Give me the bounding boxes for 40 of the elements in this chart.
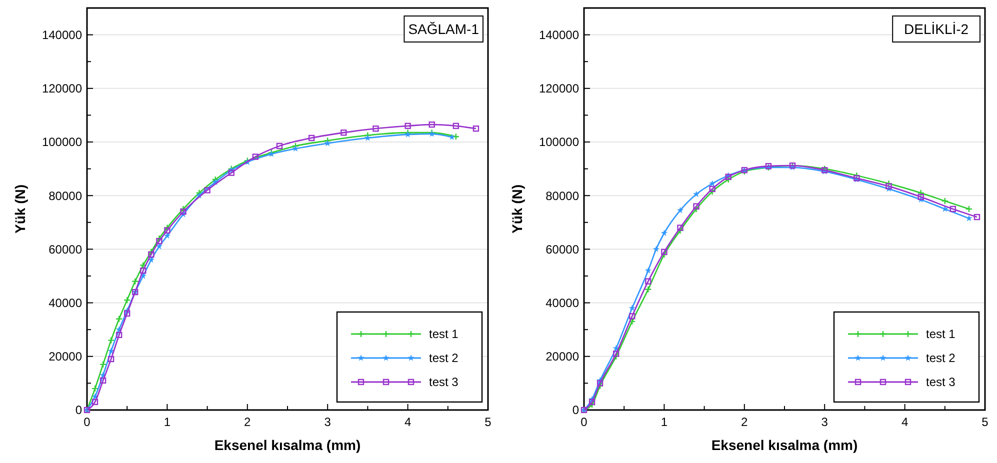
y-tick-label: 140000 [538, 28, 580, 42]
y-tick-label: 100000 [42, 135, 82, 150]
legend-label: test 1 [926, 327, 956, 342]
x-axis-title: Eksenel kısalma (mm) [711, 437, 858, 453]
legend-label: test 3 [926, 375, 956, 390]
x-tick-label: 4 [404, 415, 412, 429]
y-tick-label: 20000 [546, 350, 580, 364]
y-tick-label: 60000 [48, 242, 82, 256]
x-tick-label: 2 [244, 415, 252, 429]
x-axis-title: Eksenel kısalma (mm) [214, 437, 361, 453]
y-tick-label: 80000 [48, 188, 82, 203]
legend-label: test 1 [429, 327, 459, 342]
y-tick-label: 0 [572, 403, 580, 418]
x-tick-label: 4 [901, 415, 908, 429]
x-tick-label: 1 [660, 415, 668, 429]
y-tick-label: 80000 [546, 188, 580, 203]
y-tick-label: 40000 [48, 296, 82, 310]
x-tick-label: 0 [84, 415, 91, 429]
legend-label: test 3 [429, 375, 459, 390]
annotation: DELİKLİ-2 [904, 21, 969, 37]
y-axis-title: Yük (N) [509, 184, 525, 234]
x-tick-label: 2 [741, 415, 748, 429]
y-tick-label: 140000 [42, 28, 82, 42]
legend-label: test 2 [429, 351, 459, 366]
x-tick-label: 1 [164, 415, 171, 429]
x-tick-label: 3 [821, 415, 828, 429]
y-tick-label: 100000 [538, 135, 580, 150]
y-tick-label: 20000 [48, 350, 82, 364]
x-tick-label: 5 [484, 415, 492, 429]
x-tick-label: 0 [580, 415, 588, 429]
y-tick-label: 120000 [42, 82, 82, 96]
y-axis-title: Yük (N) [12, 184, 28, 234]
y-tick-label: 60000 [546, 242, 580, 256]
y-tick-label: 0 [75, 403, 82, 418]
x-tick-label: 5 [982, 415, 989, 429]
legend-label: test 2 [926, 351, 956, 366]
y-tick-label: 120000 [538, 82, 580, 96]
x-tick-label: 3 [324, 415, 332, 429]
annotation: SAĞLAM-1 [408, 21, 480, 37]
y-tick-label: 40000 [546, 296, 580, 310]
